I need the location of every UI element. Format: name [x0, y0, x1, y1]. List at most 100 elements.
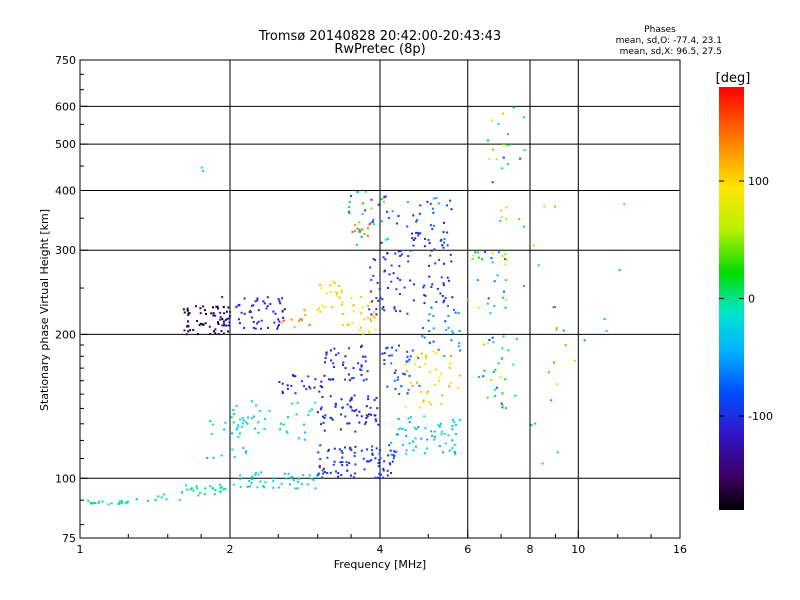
- data-point: [274, 312, 277, 315]
- data-point: [477, 306, 480, 309]
- data-point: [360, 365, 363, 368]
- data-point: [458, 329, 461, 332]
- data-point: [222, 306, 225, 308]
- data-point: [437, 348, 440, 351]
- data-point: [304, 431, 307, 434]
- data-point: [440, 403, 443, 405]
- data-point: [362, 332, 365, 335]
- data-point: [408, 374, 411, 377]
- data-point: [430, 224, 433, 227]
- data-point: [369, 266, 372, 269]
- data-point: [382, 306, 385, 308]
- data-point: [365, 414, 368, 417]
- data-point: [422, 399, 425, 402]
- data-point: [358, 229, 361, 232]
- data-point: [379, 457, 382, 460]
- data-point: [514, 394, 517, 397]
- data-point: [447, 434, 450, 437]
- data-point: [252, 320, 255, 323]
- data-point: [393, 307, 396, 310]
- data-point: [110, 502, 113, 505]
- data-point: [323, 374, 326, 377]
- data-point: [398, 265, 401, 268]
- colorbar-tick-label: 0: [748, 293, 755, 306]
- data-point: [405, 452, 408, 455]
- data-point: [346, 464, 349, 467]
- data-point: [449, 382, 452, 385]
- data-point: [428, 330, 431, 333]
- data-point: [503, 290, 505, 293]
- data-point: [203, 309, 206, 312]
- data-point: [266, 305, 269, 308]
- data-point: [358, 221, 361, 224]
- data-point: [564, 344, 567, 347]
- data-point: [482, 375, 485, 378]
- data-point: [264, 481, 267, 484]
- data-point: [458, 419, 461, 421]
- data-point: [225, 310, 228, 313]
- data-point: [182, 308, 185, 311]
- data-point: [121, 501, 123, 504]
- data-point: [430, 430, 433, 433]
- data-point: [583, 339, 586, 342]
- data-point: [471, 258, 474, 260]
- data-point: [351, 322, 354, 324]
- data-point: [483, 370, 486, 372]
- data-point: [422, 327, 424, 329]
- data-point: [377, 423, 380, 426]
- data-point: [160, 496, 163, 499]
- data-point: [227, 306, 230, 309]
- data-point: [388, 273, 391, 276]
- data-point: [443, 432, 446, 435]
- x-tick-label: 4: [377, 543, 384, 556]
- data-point: [435, 301, 438, 303]
- data-point: [375, 447, 378, 450]
- data-point: [412, 244, 415, 247]
- data-point: [290, 318, 293, 321]
- data-point: [507, 133, 509, 135]
- data-point: [340, 398, 343, 401]
- data-point: [263, 417, 266, 420]
- data-point: [205, 312, 207, 315]
- data-point: [276, 325, 279, 328]
- data-point: [412, 449, 415, 452]
- data-point: [251, 417, 254, 420]
- data-point: [392, 457, 395, 460]
- data-point: [383, 460, 386, 463]
- data-point: [412, 299, 415, 302]
- data-point: [287, 416, 289, 419]
- colorbar-tick-label: 100: [748, 175, 769, 188]
- data-point: [388, 444, 391, 447]
- data-point: [407, 255, 410, 258]
- data-point: [97, 501, 100, 504]
- data-point: [327, 448, 330, 451]
- data-point: [223, 428, 226, 431]
- data-point: [183, 311, 186, 314]
- data-point: [349, 405, 352, 408]
- data-point: [501, 255, 504, 258]
- data-point: [406, 355, 409, 358]
- data-point: [360, 312, 363, 315]
- data-point: [357, 362, 360, 365]
- axis-ticks: 1 2 4 6 8 10 16 75 100 200 300 400 500 600 750: [55, 54, 687, 556]
- y-tick-label: 400: [55, 184, 76, 197]
- data-point: [241, 417, 244, 420]
- data-point: [296, 401, 299, 404]
- data-point: [405, 449, 408, 452]
- data-point: [440, 238, 443, 241]
- data-point: [372, 258, 375, 260]
- data-point: [333, 460, 336, 463]
- data-point: [228, 315, 231, 318]
- data-point: [269, 303, 272, 305]
- data-point: [530, 424, 533, 427]
- data-point: [390, 362, 393, 365]
- data-point: [366, 370, 369, 373]
- data-point: [359, 368, 362, 371]
- data-point: [335, 292, 338, 295]
- data-point: [445, 329, 448, 332]
- data-point: [370, 459, 373, 462]
- data-point: [356, 227, 359, 230]
- data-point: [219, 487, 222, 490]
- data-point: [476, 279, 479, 282]
- data-point: [231, 432, 233, 435]
